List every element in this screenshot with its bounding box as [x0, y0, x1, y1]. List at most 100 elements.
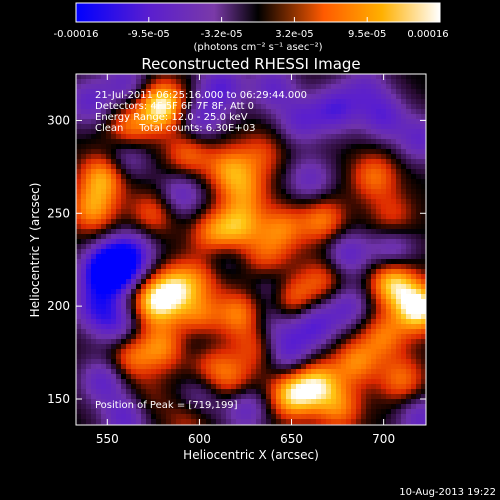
heatmap-cell — [371, 319, 376, 324]
heatmap-cell — [131, 164, 136, 169]
heatmap-cell — [141, 189, 146, 194]
heatmap-cell — [116, 399, 121, 404]
heatmap-cell — [176, 154, 181, 159]
heatmap-cell — [296, 374, 301, 379]
heatmap-cell — [211, 224, 216, 229]
heatmap-cell — [276, 114, 281, 119]
heatmap-cell — [321, 254, 326, 259]
heatmap-cell — [201, 264, 206, 269]
heatmap-cell — [121, 114, 126, 119]
heatmap-cell — [86, 234, 91, 239]
heatmap-cell — [286, 419, 291, 424]
heatmap-cell — [371, 289, 376, 294]
heatmap-cell — [276, 379, 281, 384]
heatmap-cell — [411, 144, 416, 149]
heatmap-cell — [336, 209, 341, 214]
heatmap-cell — [101, 394, 106, 399]
heatmap-cell — [106, 349, 111, 354]
heatmap-cell — [401, 289, 406, 294]
heatmap-cell — [316, 304, 321, 309]
heatmap-cell — [231, 394, 236, 399]
heatmap-cell — [146, 94, 151, 99]
heatmap-cell — [281, 144, 286, 149]
heatmap-cell — [411, 349, 416, 354]
heatmap-cell — [151, 329, 156, 334]
heatmap-cell — [411, 169, 416, 174]
heatmap-cell — [206, 304, 211, 309]
heatmap-cell — [216, 154, 221, 159]
heatmap-cell — [301, 194, 306, 199]
heatmap-cell — [151, 274, 156, 279]
heatmap-cell — [266, 124, 271, 129]
heatmap-cell — [271, 239, 276, 244]
heatmap-cell — [391, 219, 396, 224]
heatmap-cell — [386, 409, 391, 414]
heatmap-cell — [361, 114, 366, 119]
heatmap-cell — [211, 314, 216, 319]
heatmap-cell — [76, 239, 81, 244]
heatmap-cell — [91, 289, 96, 294]
heatmap-cell — [351, 314, 356, 319]
heatmap-cell — [201, 189, 206, 194]
heatmap-cell — [301, 189, 306, 194]
heatmap-cell — [146, 209, 151, 214]
heatmap-cell — [406, 304, 411, 309]
heatmap-cell — [131, 249, 136, 254]
heatmap-cell — [206, 194, 211, 199]
heatmap-cell — [161, 234, 166, 239]
heatmap-cell — [356, 94, 361, 99]
heatmap-cell — [286, 169, 291, 174]
heatmap-cell — [136, 119, 141, 124]
heatmap-cell — [281, 89, 286, 94]
heatmap-cell — [131, 114, 136, 119]
heatmap-cell — [146, 119, 151, 124]
heatmap-cell — [286, 144, 291, 149]
heatmap-cell — [396, 154, 401, 159]
heatmap-cell — [171, 164, 176, 169]
heatmap-cell — [106, 109, 111, 114]
heatmap-cell — [106, 294, 111, 299]
heatmap-cell — [391, 394, 396, 399]
heatmap-cell — [171, 404, 176, 409]
heatmap-cell — [76, 259, 81, 264]
heatmap-cell — [371, 164, 376, 169]
heatmap-cell — [186, 349, 191, 354]
heatmap-cell — [126, 379, 131, 384]
heatmap-cell — [136, 134, 141, 139]
heatmap-cell — [96, 249, 101, 254]
heatmap-cell — [301, 344, 306, 349]
heatmap-cell — [151, 344, 156, 349]
heatmap-cell — [171, 304, 176, 309]
heatmap-cell — [306, 124, 311, 129]
heatmap-cell — [301, 329, 306, 334]
heatmap-cell — [311, 394, 316, 399]
heatmap-cell — [311, 244, 316, 249]
heatmap-cell — [286, 149, 291, 154]
heatmap-cell — [321, 209, 326, 214]
heatmap-cell — [166, 164, 171, 169]
heatmap-cell — [251, 124, 256, 129]
heatmap-cell — [136, 209, 141, 214]
heatmap-cell — [151, 129, 156, 134]
heatmap-cell — [181, 304, 186, 309]
heatmap-cell — [226, 189, 231, 194]
heatmap-cell — [171, 289, 176, 294]
heatmap-cell — [96, 174, 101, 179]
heatmap-cell — [196, 134, 201, 139]
heatmap-cell — [341, 294, 346, 299]
heatmap-cell — [301, 89, 306, 94]
heatmap-cell — [281, 134, 286, 139]
heatmap-cell — [266, 174, 271, 179]
heatmap-cell — [191, 329, 196, 334]
heatmap-cell — [361, 269, 366, 274]
heatmap-cell — [326, 114, 331, 119]
heatmap-cell — [246, 74, 251, 79]
heatmap-cell — [321, 244, 326, 249]
heatmap-cell — [186, 389, 191, 394]
heatmap-cell — [381, 249, 386, 254]
heatmap-cell — [371, 184, 376, 189]
heatmap-cell — [276, 254, 281, 259]
heatmap-cell — [386, 144, 391, 149]
heatmap-cell — [246, 109, 251, 114]
heatmap-cell — [291, 409, 296, 414]
